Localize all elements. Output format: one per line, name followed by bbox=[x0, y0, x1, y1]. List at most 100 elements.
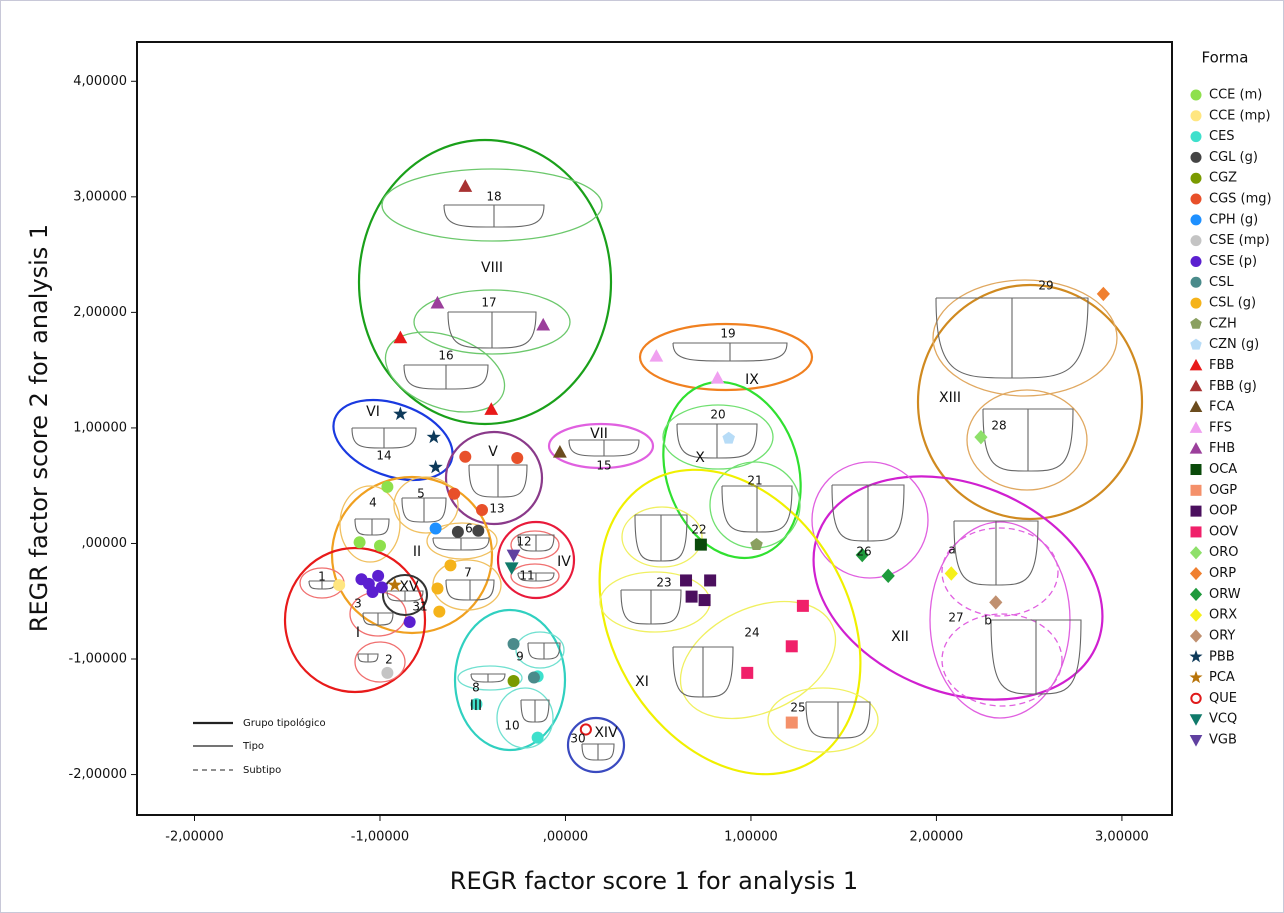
outline bbox=[426, 522, 498, 560]
point bbox=[1096, 286, 1110, 302]
outline bbox=[941, 613, 1063, 707]
legend-marker bbox=[1189, 400, 1203, 413]
outline bbox=[381, 168, 603, 242]
annotation: 18 bbox=[486, 190, 501, 204]
annotation: IV bbox=[557, 554, 571, 570]
annotation: X bbox=[695, 450, 705, 466]
annotation: XV bbox=[399, 579, 419, 595]
point bbox=[459, 450, 472, 463]
annotation: 5 bbox=[417, 487, 425, 501]
outline bbox=[932, 279, 1118, 397]
outline bbox=[662, 380, 802, 560]
point bbox=[393, 406, 408, 421]
legend-label: PBB bbox=[1209, 649, 1235, 664]
annotation: 19 bbox=[720, 327, 735, 341]
point bbox=[553, 444, 567, 458]
annotation: 11 bbox=[519, 569, 534, 583]
outline bbox=[393, 476, 459, 534]
outline bbox=[330, 475, 494, 635]
y-tick-label: 4,00000 bbox=[73, 74, 127, 89]
legend-label: VGB bbox=[1209, 733, 1237, 748]
x-tick-label: 3,00000 bbox=[1095, 830, 1149, 845]
y-tick-label: 2,00000 bbox=[73, 305, 127, 320]
y-tick-label: -2,00000 bbox=[69, 767, 127, 782]
legend-label: CES bbox=[1209, 129, 1235, 144]
legend-marker bbox=[1190, 464, 1202, 476]
annotation: 20 bbox=[710, 408, 725, 422]
legend-marker bbox=[1190, 338, 1202, 350]
vessel bbox=[581, 743, 615, 761]
annotation: 4 bbox=[369, 496, 377, 510]
vessel bbox=[953, 520, 1039, 586]
annotation: 31 bbox=[412, 600, 427, 614]
point bbox=[375, 581, 388, 594]
annotation: 28 bbox=[991, 419, 1006, 433]
legend-label: QUE bbox=[1209, 691, 1237, 706]
point bbox=[698, 594, 711, 607]
point bbox=[944, 566, 958, 581]
outline bbox=[413, 289, 571, 355]
annotation: XIV bbox=[594, 725, 618, 741]
point bbox=[649, 349, 664, 362]
point bbox=[353, 536, 366, 549]
x-tick-label: -1,00000 bbox=[351, 830, 409, 845]
x-tick-label: 2,00000 bbox=[910, 830, 964, 845]
x-tick-label: -2,00000 bbox=[165, 830, 223, 845]
outline bbox=[354, 641, 406, 683]
vessel bbox=[445, 579, 495, 601]
vessel bbox=[982, 408, 1074, 472]
outline bbox=[515, 631, 565, 669]
point bbox=[704, 574, 717, 587]
legend-label: CCE (m) bbox=[1209, 88, 1262, 103]
point bbox=[426, 429, 441, 444]
outline bbox=[679, 600, 837, 720]
point bbox=[431, 582, 444, 595]
legend-marker bbox=[1190, 131, 1202, 143]
legend-marker bbox=[1190, 505, 1202, 517]
vessel bbox=[386, 590, 424, 602]
annotation: 29 bbox=[1038, 279, 1053, 293]
vessel bbox=[676, 423, 758, 459]
vessel bbox=[357, 653, 379, 663]
vessel bbox=[351, 427, 417, 449]
outline bbox=[283, 546, 427, 694]
point bbox=[373, 539, 386, 552]
annotation: 15 bbox=[596, 459, 611, 473]
point bbox=[796, 599, 809, 612]
vessel bbox=[990, 619, 1082, 695]
point bbox=[372, 569, 385, 582]
point bbox=[531, 731, 544, 744]
annotation: 8 bbox=[472, 681, 480, 695]
outline bbox=[384, 331, 506, 413]
annotation: VII bbox=[590, 426, 608, 442]
annotation: 9 bbox=[516, 650, 524, 664]
annotation: XII bbox=[891, 629, 909, 645]
point bbox=[511, 451, 524, 464]
legend-label: ORW bbox=[1209, 587, 1241, 602]
legend-marker bbox=[1189, 421, 1203, 433]
legend-label: OOP bbox=[1209, 504, 1237, 519]
vessel bbox=[831, 484, 905, 542]
point bbox=[507, 674, 520, 687]
annotation: 1 bbox=[318, 570, 326, 584]
outline bbox=[453, 608, 567, 752]
outline bbox=[457, 665, 523, 691]
legend-label: OGP bbox=[1209, 483, 1237, 498]
annotation: XIII bbox=[939, 390, 961, 406]
legend-label: FCA bbox=[1209, 400, 1235, 415]
outline bbox=[598, 468, 862, 776]
annotation: 12 bbox=[516, 535, 531, 549]
y-tick-label: 1,00000 bbox=[73, 420, 127, 435]
legend-label: CGZ bbox=[1209, 171, 1237, 186]
x-tick-label: ,00000 bbox=[543, 830, 589, 845]
legend-marker bbox=[1190, 526, 1202, 538]
annotation: 14 bbox=[376, 449, 391, 463]
legend-label: CGS (mg) bbox=[1209, 192, 1272, 207]
annotation: II bbox=[413, 544, 421, 560]
vessel bbox=[403, 364, 489, 390]
vessel bbox=[620, 589, 682, 625]
vessel bbox=[401, 497, 447, 523]
legend-marker bbox=[1190, 193, 1202, 205]
x-axis-title: REGR factor score 1 for analysis 1 bbox=[450, 867, 858, 895]
